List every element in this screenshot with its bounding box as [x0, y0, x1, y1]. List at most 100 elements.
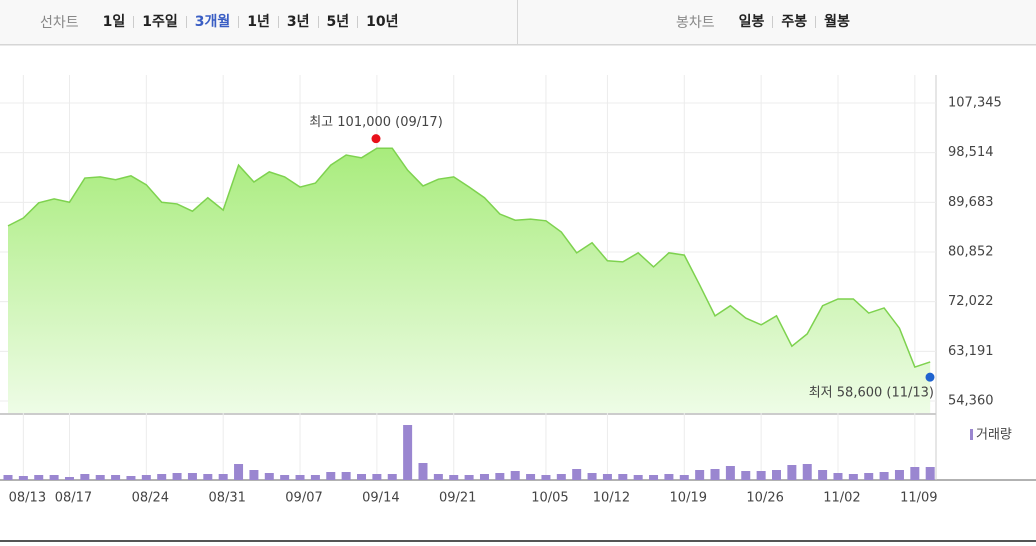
- volume-bar: [126, 476, 136, 480]
- volume-bar: [403, 425, 413, 480]
- volume-bar: [295, 475, 305, 480]
- volume-bar: [280, 475, 290, 480]
- x-tick-label: 10/26: [746, 491, 783, 506]
- volume-bar: [357, 474, 367, 480]
- volume-bar: [848, 474, 858, 480]
- volume-bar: [234, 464, 244, 480]
- x-tick-label: 08/31: [208, 491, 245, 506]
- volume-bar: [3, 475, 13, 480]
- period-button[interactable]: 3년: [277, 15, 318, 29]
- volume-bar: [310, 475, 320, 480]
- x-tick-label: 11/09: [900, 491, 937, 506]
- x-tick-label: 08/24: [132, 491, 169, 506]
- volume-bar: [602, 474, 612, 480]
- volume-bar: [833, 473, 843, 480]
- volume-bar: [556, 474, 566, 480]
- y-tick-label: 63,191: [948, 344, 994, 359]
- volume-bar: [264, 473, 274, 480]
- volume-bar: [80, 474, 90, 480]
- volume-bar: [710, 469, 720, 480]
- toolbar: 선차트 1일 1주일 3개월 1년 3년 5년 10년 봉차트 일봉 주봉 월봉: [0, 0, 1036, 45]
- volume-bar: [633, 475, 643, 480]
- period-button[interactable]: 1주일: [133, 15, 186, 29]
- volume-bar: [894, 470, 904, 480]
- y-tick-label: 98,514: [948, 145, 994, 160]
- period-button[interactable]: 3개월: [185, 15, 239, 29]
- volume-bar: [587, 473, 597, 480]
- volume-bar: [802, 464, 812, 480]
- volume-bar: [64, 477, 74, 480]
- volume-bar: [679, 475, 689, 480]
- volume-bar: [787, 465, 797, 480]
- period-button[interactable]: 1일: [102, 14, 126, 30]
- legend-swatch: [970, 429, 973, 440]
- volume-bar: [618, 474, 628, 480]
- volume-bar: [572, 469, 582, 480]
- line-chart-group: 선차트 1일 1주일 3개월 1년 3년 5년 10년: [0, 0, 518, 44]
- volume-bar: [541, 475, 551, 480]
- volume-bar: [864, 473, 874, 480]
- x-tick-label: 09/21: [439, 491, 476, 506]
- volume-bar: [34, 475, 44, 480]
- volume-bar: [772, 470, 781, 480]
- volume-bar: [111, 475, 121, 480]
- volume-bar: [203, 474, 213, 480]
- period-button[interactable]: 월봉: [815, 15, 858, 29]
- legend-label: 거래량: [976, 428, 1012, 443]
- volume-bar: [510, 471, 520, 480]
- y-tick-label: 54,360: [948, 393, 994, 408]
- x-tick-label: 10/19: [670, 491, 707, 506]
- volume-bar: [95, 475, 105, 480]
- extreme-marker: [371, 134, 381, 144]
- extreme-label: 최고 101,000 (09/17): [309, 115, 443, 130]
- volume-bar: [418, 463, 428, 480]
- y-tick-label: 72,022: [948, 294, 994, 309]
- period-button[interactable]: 5년: [317, 15, 358, 29]
- period-button[interactable]: 주봉: [772, 15, 815, 29]
- volume-bar: [695, 470, 705, 480]
- volume-bar: [218, 474, 228, 480]
- volume-bar: [157, 474, 167, 480]
- volume-bar: [249, 470, 259, 480]
- price-line: [7, 147, 931, 368]
- y-tick-label: 80,852: [948, 245, 994, 260]
- y-tick-label: 107,345: [948, 95, 1002, 110]
- extreme-label: 최저 58,600 (11/13): [809, 386, 934, 401]
- volume-bar: [649, 475, 659, 480]
- volume-bar: [818, 470, 828, 480]
- period-button[interactable]: 1년: [238, 15, 278, 29]
- x-tick-label: 10/12: [593, 491, 630, 506]
- volume-bar: [172, 473, 182, 480]
- volume-bar: [664, 474, 674, 480]
- volume-bar: [18, 476, 28, 480]
- period-button[interactable]: 10년: [357, 15, 406, 29]
- candle-chart-group: 봉차트 일봉 주봉 월봉: [518, 0, 858, 44]
- volume-bar: [479, 474, 489, 480]
- y-tick-label: 89,683: [948, 195, 994, 210]
- volume-bar: [372, 474, 382, 480]
- volume-bar: [187, 473, 197, 480]
- line-chart-label: 선차트: [40, 15, 79, 31]
- volume-bar: [925, 467, 935, 480]
- volume-bar: [49, 475, 59, 480]
- volume-bar: [741, 471, 751, 480]
- volume-bar: [756, 471, 766, 480]
- x-tick-label: 11/02: [823, 491, 860, 506]
- period-button[interactable]: 일봉: [738, 14, 765, 30]
- volume-bar: [879, 472, 889, 480]
- x-tick-label: 08/13: [9, 491, 46, 506]
- volume-bar: [341, 472, 351, 480]
- volume-bar: [387, 474, 397, 480]
- volume-bar: [464, 475, 474, 480]
- volume-bar: [449, 475, 459, 480]
- volume-bar: [495, 473, 505, 480]
- x-tick-label: 09/14: [362, 491, 399, 506]
- volume-bar: [433, 474, 443, 480]
- volume-bar: [526, 474, 536, 480]
- extreme-marker: [925, 372, 935, 382]
- volume-bar: [326, 472, 336, 480]
- volume-bar: [910, 467, 920, 480]
- volume-bar: [725, 466, 735, 480]
- x-tick-label: 09/07: [285, 491, 322, 506]
